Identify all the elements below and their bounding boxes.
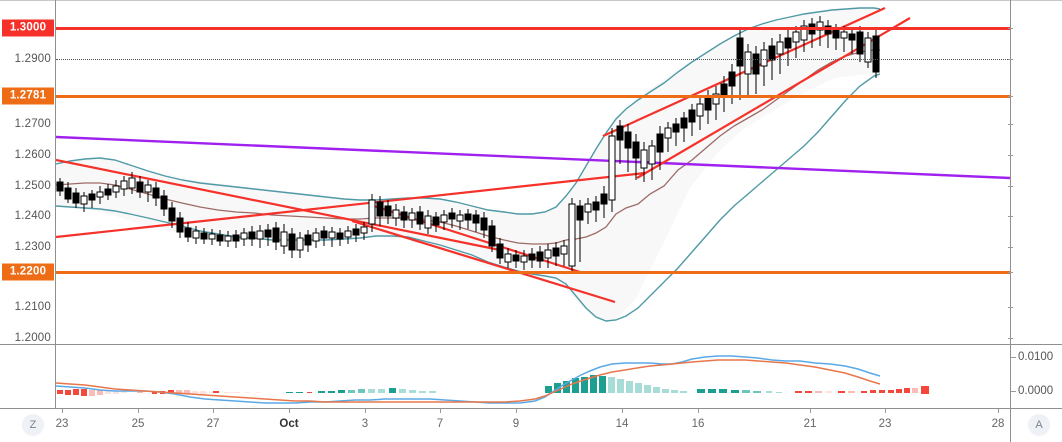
price-label-1-2700: 1.2700 — [14, 118, 51, 130]
time-label-14-oct: 14 — [615, 418, 629, 430]
price-tick-1-2700 — [1008, 124, 1013, 125]
price-label-badge-1-2781: 1.2781 — [2, 87, 54, 105]
time-tick-28-oct — [998, 409, 999, 413]
price-tick-1-2000 — [1008, 338, 1013, 339]
time-tick-21-oct — [810, 409, 811, 413]
time-label-27-sep: 27 — [206, 418, 220, 430]
price-label-1-2400: 1.2400 — [14, 210, 51, 222]
indicator-panel-divider — [0, 344, 1062, 345]
time-label-9-oct: 9 — [512, 418, 520, 430]
resistance-level-1-2781 — [56, 95, 1010, 98]
time-label-3-oct: 3 — [361, 418, 369, 430]
time-tick-7-oct — [440, 409, 441, 413]
time-tick-27-sep — [213, 409, 214, 413]
price-label-badge-1-3000: 1.3000 — [2, 19, 54, 37]
moving-average-line — [56, 49, 880, 245]
macd-line — [56, 355, 881, 404]
time-tick-25-sep — [138, 409, 139, 413]
price-tick-1-2100 — [1008, 307, 1013, 308]
bollinger-upper-line — [56, 7, 881, 215]
time-tick-oct — [289, 409, 290, 413]
time-label-28-oct: 28 — [991, 418, 1005, 430]
price-label-1-2900: 1.2900 — [14, 53, 51, 65]
macd-indicator-plot — [56, 355, 929, 404]
purple-trendline — [56, 135, 1010, 180]
descending-channel-upper — [373, 204, 581, 274]
price-tick-1-3000 — [1008, 28, 1013, 29]
time-tick-16-oct — [698, 409, 699, 413]
time-label-23-oct: 23 — [878, 418, 892, 430]
price-label-badge-1-2200: 1.2200 — [2, 263, 54, 281]
macd-label-0-0000: 0.0000 — [1018, 385, 1054, 397]
price-label-1-2000: 1.2000 — [14, 332, 51, 344]
price-tick-1-2500 — [1008, 186, 1013, 187]
time-tick-14-oct — [622, 409, 623, 413]
auto-scale-button[interactable]: A — [1028, 414, 1050, 436]
time-tick-3-oct — [365, 409, 366, 413]
price-label-1-2300: 1.2300 — [14, 241, 51, 253]
macd-histogram — [57, 375, 929, 396]
price-label-1-2100: 1.2100 — [14, 301, 51, 313]
price-axis-divider — [55, 0, 56, 408]
price-label-1-2600: 1.2600 — [14, 149, 51, 161]
time-label-oct: Oct — [279, 418, 299, 430]
price-tick-1-2781 — [1008, 96, 1013, 97]
time-label-7-oct: 7 — [436, 418, 444, 430]
price-tick-1-2600 — [1008, 155, 1013, 156]
time-label-23-sep: 23 — [55, 418, 69, 430]
zoom-out-button[interactable]: Z — [22, 414, 44, 436]
macd-tick-0-0100 — [1011, 357, 1016, 358]
price-label-1-2500: 1.2500 — [14, 180, 51, 192]
time-label-16-oct: 16 — [691, 418, 705, 430]
time-label-25-sep: 25 — [131, 418, 145, 430]
current-price-dotted-line — [56, 59, 1010, 60]
price-tick-1-2400 — [1008, 216, 1013, 217]
macd-signal-line — [56, 359, 881, 403]
descending-channel-lower — [351, 219, 616, 304]
time-tick-23-oct — [885, 409, 886, 413]
descending-trendline-upper — [56, 158, 501, 252]
price-plot — [56, 6, 1010, 322]
price-tick-1-2300 — [1008, 247, 1013, 248]
time-label-21-oct: 21 — [803, 418, 817, 430]
macd-label-0-0100: 0.0100 — [1018, 351, 1054, 363]
right-axis-divider — [1010, 0, 1011, 442]
price-tick-1-2200 — [1008, 272, 1013, 273]
time-axis-divider — [0, 408, 1062, 409]
time-tick-9-oct — [516, 409, 517, 413]
support-level-1-2200 — [56, 271, 1010, 274]
bollinger-band-fill — [56, 8, 880, 320]
price-tick-1-2900 — [1008, 59, 1013, 60]
time-tick-23-sep — [62, 409, 63, 413]
ascending-support-trendline — [56, 171, 646, 239]
resistance-level-1-3000 — [56, 27, 1010, 30]
candlestick-series — [56, 16, 880, 272]
chart-top-border — [0, 0, 1062, 1]
macd-tick-0-0000 — [1011, 391, 1016, 392]
